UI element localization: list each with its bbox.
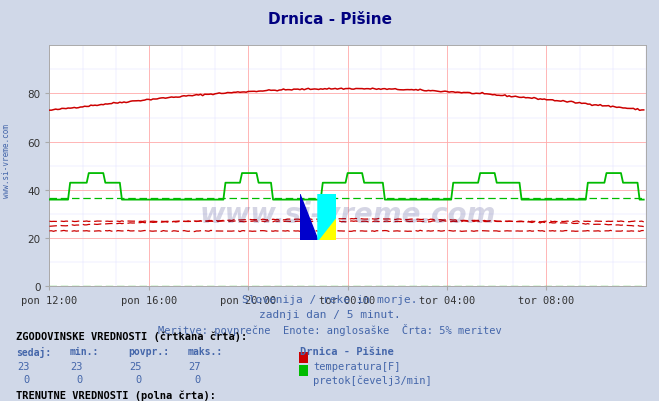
Text: temperatura[F]: temperatura[F] [313,361,401,371]
Text: 0: 0 [136,375,142,385]
Text: 27: 27 [188,361,201,371]
Text: 25: 25 [129,361,142,371]
Text: povpr.:: povpr.: [129,346,169,356]
Text: min.:: min.: [69,346,99,356]
Text: www.si-vreme.com: www.si-vreme.com [200,200,496,229]
Text: Slovenija / reke in morje.: Slovenija / reke in morje. [242,295,417,305]
Polygon shape [318,194,336,241]
Text: 0: 0 [195,375,201,385]
Text: 0: 0 [24,375,30,385]
Text: sedaj:: sedaj: [16,346,51,357]
Text: 0: 0 [76,375,82,385]
Polygon shape [318,217,336,241]
Text: Drnica - Pišine: Drnica - Pišine [300,346,393,356]
Text: Drnica - Pišine: Drnica - Pišine [268,12,391,27]
Text: pretok[čevelj3/min]: pretok[čevelj3/min] [313,375,432,385]
Text: Meritve: povprečne  Enote: anglosaške  Črta: 5% meritev: Meritve: povprečne Enote: anglosaške Črt… [158,324,501,336]
Text: www.si-vreme.com: www.si-vreme.com [2,124,11,197]
Text: 23: 23 [70,361,82,371]
Text: 23: 23 [17,361,30,371]
Text: maks.:: maks.: [188,346,223,356]
Text: zadnji dan / 5 minut.: zadnji dan / 5 minut. [258,309,401,319]
Text: ZGODOVINSKE VREDNOSTI (črtkana črta):: ZGODOVINSKE VREDNOSTI (črtkana črta): [16,331,248,341]
Polygon shape [300,194,318,241]
Text: TRENUTNE VREDNOSTI (polna črta):: TRENUTNE VREDNOSTI (polna črta): [16,390,216,400]
